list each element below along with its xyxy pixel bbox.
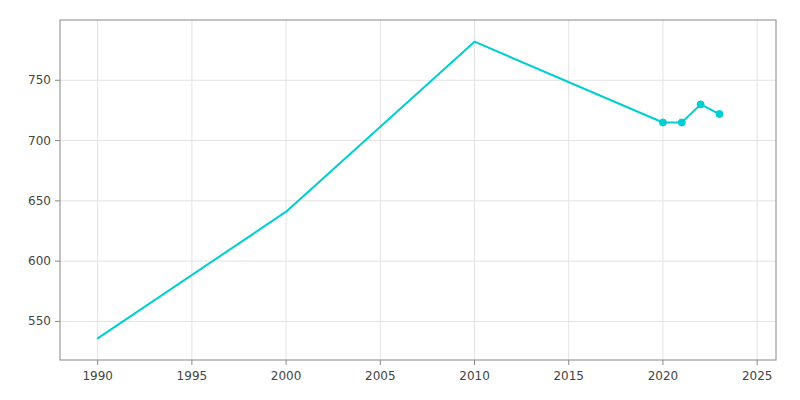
- axes: 1990 1995 2000 2005 2010 2015 2020 2025 550 600 65…: [28, 20, 776, 383]
- x-tick: [191, 360, 192, 365]
- marker: [659, 119, 666, 126]
- x-tick-label: 2010: [459, 369, 490, 383]
- marker: [716, 111, 723, 118]
- marker: [697, 101, 704, 108]
- plot-frame: [60, 20, 776, 360]
- x-tick: [568, 360, 569, 365]
- x-tick-label: 2000: [271, 369, 302, 383]
- y-tick-label: 650: [28, 194, 51, 208]
- y-tick: [55, 200, 60, 201]
- chart-container: 1990 1995 2000 2005 2010 2015 2020 2025 550 600 65…: [0, 0, 800, 400]
- y-tick: [55, 261, 60, 262]
- x-grid-line: [97, 20, 98, 360]
- x-tick: [286, 360, 287, 365]
- chart-svg: 1990 1995 2000 2005 2010 2015 2020 2025 550 600 65…: [0, 0, 800, 400]
- x-grid-line: [474, 20, 475, 360]
- x-grid-line: [286, 20, 287, 360]
- y-grid-line: [60, 140, 776, 141]
- grid: [60, 20, 776, 360]
- data-layer: [98, 42, 723, 339]
- marker: [678, 119, 685, 126]
- x-grid-line: [757, 20, 758, 360]
- x-tick-label: 2015: [553, 369, 584, 383]
- y-tick-label: 750: [28, 73, 51, 87]
- x-grid-line: [662, 20, 663, 360]
- y-tick: [55, 140, 60, 141]
- y-grid-line: [60, 80, 776, 81]
- y-tick-label: 700: [28, 134, 51, 148]
- y-grid-line: [60, 200, 776, 201]
- x-tick: [97, 360, 98, 365]
- y-grid-line: [60, 321, 776, 322]
- y-tick: [55, 80, 60, 81]
- x-tick: [380, 360, 381, 365]
- x-grid-line: [380, 20, 381, 360]
- y-tick: [55, 321, 60, 322]
- y-tick-label: 550: [28, 314, 51, 328]
- x-tick-label: 1995: [177, 369, 208, 383]
- y-grid-line: [60, 261, 776, 262]
- x-tick: [474, 360, 475, 365]
- x-grid-line: [191, 20, 192, 360]
- x-tick-label: 1990: [82, 369, 113, 383]
- x-tick-label: 2020: [648, 369, 679, 383]
- x-tick-label: 2005: [365, 369, 396, 383]
- y-tick-label: 600: [28, 254, 51, 268]
- x-tick: [662, 360, 663, 365]
- x-tick-label: 2025: [742, 369, 773, 383]
- x-grid-line: [568, 20, 569, 360]
- x-tick: [757, 360, 758, 365]
- line: [98, 42, 720, 339]
